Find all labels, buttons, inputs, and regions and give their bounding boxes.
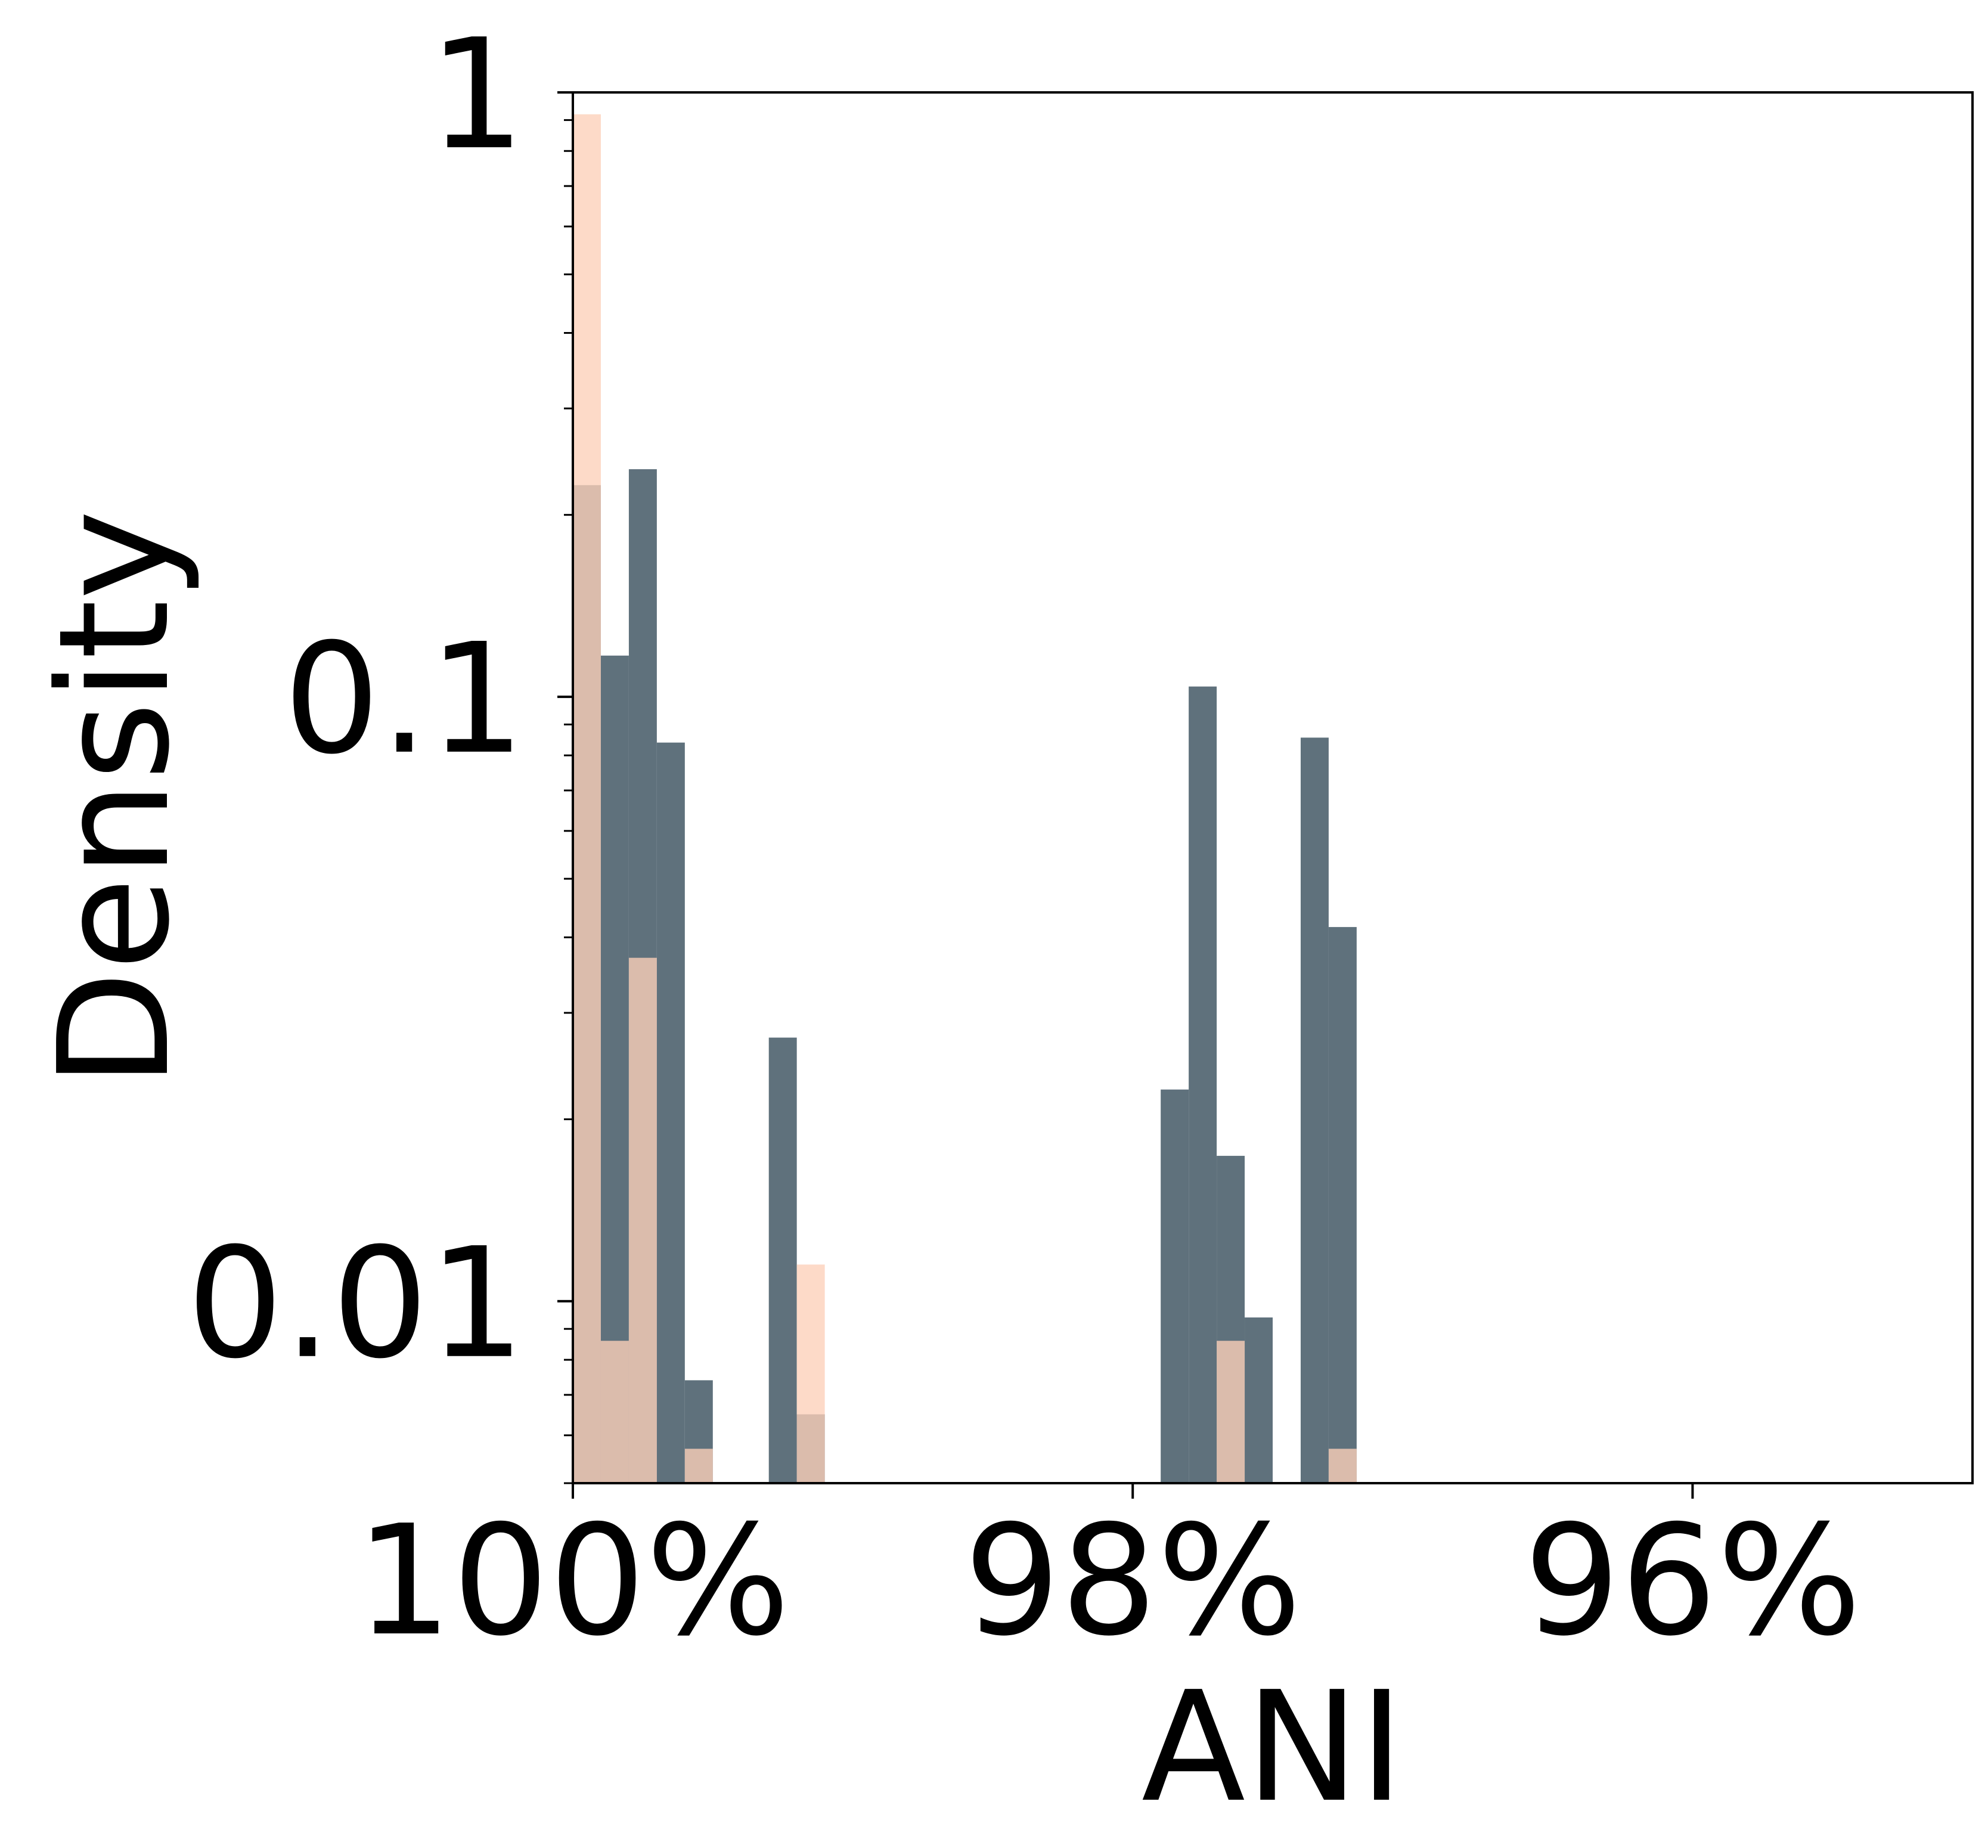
x-tick-label: 98% [964,1493,1302,1670]
bar [628,957,657,1483]
bar [796,1264,825,1483]
x-axis-label: ANI [1142,1659,1404,1836]
bar [656,742,685,1483]
bar [684,1449,713,1483]
bar [573,114,601,1483]
y-tick-label: 0.1 [283,611,525,788]
bar [1300,737,1329,1483]
x-tick-label: 96% [1524,1493,1862,1670]
x-tick-label: 100% [355,1493,790,1670]
plot-frame [572,91,1974,1484]
bar [1328,1449,1357,1483]
bar [1161,1089,1189,1483]
bar [600,1341,629,1483]
bar [1189,686,1217,1483]
bars [573,114,1357,1483]
y-axis-label: Density [26,510,203,1087]
bar [1245,1317,1273,1483]
y-tick-label: 1 [429,7,525,184]
bar [768,1037,797,1483]
y-tick-label: 0.01 [187,1216,525,1393]
axes: 100% 98% 96% 1 0.1 0.01 [187,7,1974,1670]
bar [1328,927,1357,1483]
bar [1217,1341,1245,1483]
